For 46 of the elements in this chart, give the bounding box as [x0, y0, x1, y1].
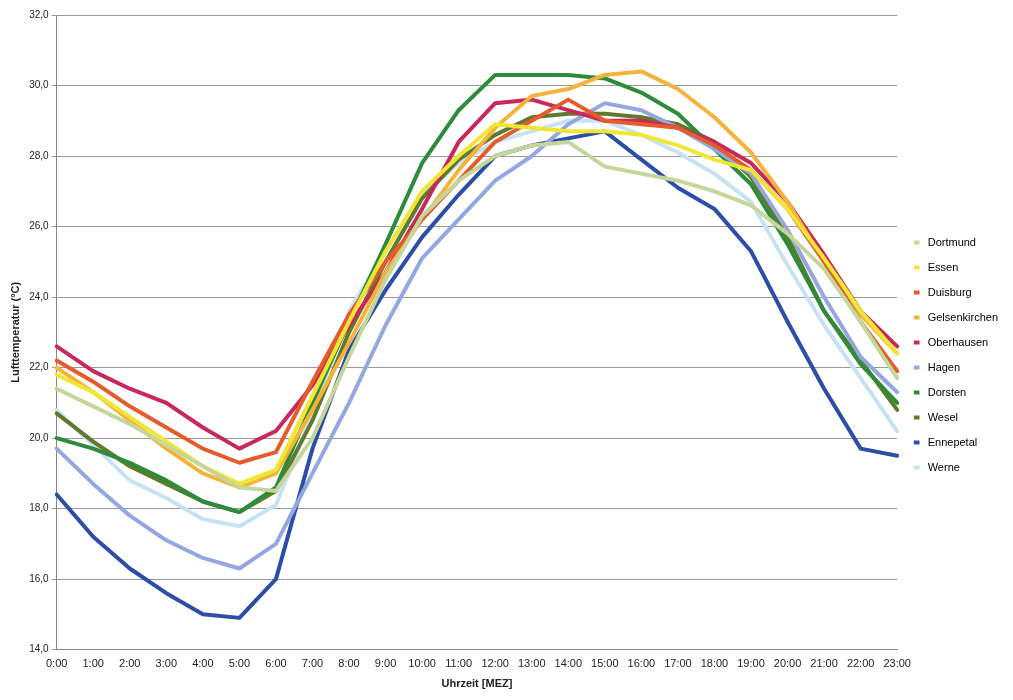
x-tick-label: 4:00 [192, 657, 214, 670]
x-tick-label: 2:00 [119, 657, 141, 670]
y-tick-label: 16,0 [29, 572, 50, 584]
y-tick-label: 18,0 [29, 502, 50, 514]
x-tick-label: 21:00 [810, 657, 838, 670]
x-tick-label: 3:00 [155, 657, 178, 670]
legend-label: Oberhausen [927, 335, 989, 348]
x-tick-label: 23:00 [883, 657, 911, 670]
x-tick-label: 19:00 [737, 657, 765, 670]
y-tick-label: 22,0 [29, 361, 50, 373]
legend-label: Wesel [927, 410, 959, 423]
y-tick-label: 20,0 [29, 431, 50, 443]
x-tick-label: 9:00 [374, 657, 397, 670]
y-tick-label: 24,0 [29, 290, 50, 302]
x-tick-label: 7:00 [301, 657, 324, 670]
y-tick-label: 30,0 [29, 79, 50, 91]
x-axis-title: Uhrzeit [MEZ] [441, 677, 513, 690]
x-tick-label: 13:00 [517, 657, 546, 670]
x-tick-label: 22:00 [846, 657, 875, 670]
y-tick-label: 26,0 [29, 220, 50, 232]
legend-label: Duisburg [927, 285, 972, 298]
x-tick-label: 6:00 [265, 657, 287, 670]
x-tick-label: 16:00 [627, 657, 656, 670]
legend-label: Gelsenkirchen [927, 310, 999, 323]
y-axis-title: Lufttemperatur (°C) [8, 281, 21, 383]
legend-label: Werne [927, 460, 960, 473]
x-tick-label: 8:00 [338, 657, 360, 670]
x-tick-label: 1:00 [82, 657, 104, 670]
legend-label: Essen [927, 260, 959, 273]
x-tick-label: 11:00 [445, 657, 473, 670]
x-tick-label: 20:00 [773, 657, 802, 670]
x-tick-label: 15:00 [591, 657, 619, 670]
y-tick-label: 32,0 [29, 8, 50, 20]
legend-label: Dorsten [927, 385, 967, 398]
x-tick-label: 5:00 [228, 657, 251, 670]
y-tick-label: 28,0 [29, 149, 50, 161]
legend-label: Ennepetal [927, 435, 978, 448]
x-tick-label: 18:00 [700, 657, 729, 670]
legend-label: Dortmund [927, 235, 976, 248]
x-tick-label: 10:00 [408, 657, 436, 670]
y-tick-label: 14,0 [29, 643, 50, 655]
x-tick-label: 14:00 [554, 657, 583, 670]
x-tick-label: 17:00 [664, 657, 692, 670]
x-tick-label: 0:00 [45, 657, 68, 670]
x-tick-label: 12:00 [481, 657, 509, 670]
legend-label: Hagen [927, 360, 961, 373]
